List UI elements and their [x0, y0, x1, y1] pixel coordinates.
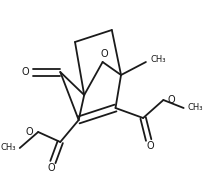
Text: CH₃: CH₃ [150, 55, 165, 65]
Text: O: O [26, 127, 33, 137]
Text: O: O [100, 49, 108, 59]
Text: CH₃: CH₃ [186, 103, 202, 113]
Text: O: O [21, 67, 29, 77]
Text: O: O [146, 141, 154, 151]
Text: O: O [47, 163, 55, 173]
Text: CH₃: CH₃ [1, 144, 16, 152]
Text: O: O [167, 95, 175, 105]
